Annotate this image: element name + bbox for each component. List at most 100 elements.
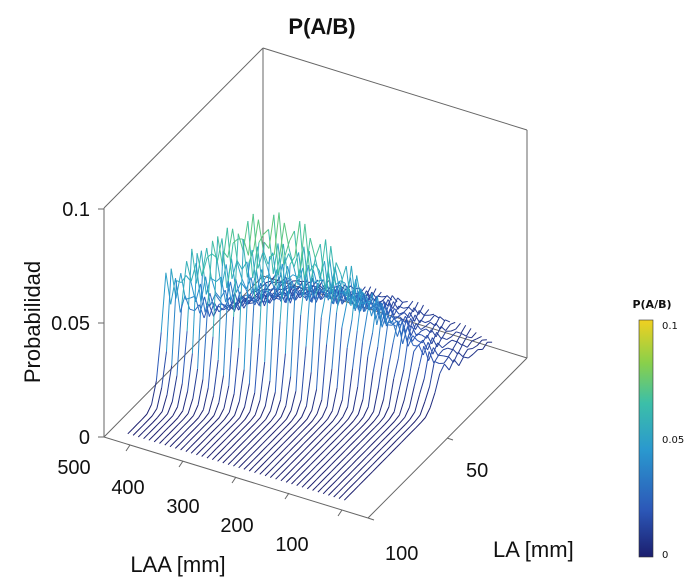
curve-segment [356,454,362,461]
curve-segment [264,256,270,362]
curve-segment [456,331,462,334]
curve-segment [291,422,298,428]
curve-segment [167,415,174,422]
curve-segment [331,466,337,472]
curve-segment [273,454,280,461]
curve-segment [221,238,228,288]
curve-segment [253,454,259,461]
curve-segment [217,250,224,360]
curve-segment [400,430,407,437]
curve-segment [320,462,327,469]
curve-segment [228,316,235,386]
curve-segment [340,449,346,456]
curve-segment [225,433,232,440]
curve-segment [158,425,164,431]
curve-segment [291,413,297,422]
curve-segment [248,249,255,263]
curve-segment [262,444,269,451]
curve-segment [273,448,279,454]
curve-segment [360,288,367,307]
curve-segment [308,433,314,440]
curve-segment [306,483,313,490]
curve-segment [370,288,377,299]
curve-segment [402,301,408,303]
curve-segment [269,254,275,258]
curve-segment [348,483,354,490]
curve-segment [185,297,191,300]
curve-segment [142,420,148,427]
curve-segment [214,423,221,430]
curve-segment [360,449,367,456]
curve-segment [277,436,283,443]
curve-segment [381,443,387,450]
curve-segment [319,449,326,456]
curve-segment [318,430,324,437]
curve-segment [329,446,336,453]
curve-segment [284,264,291,354]
curve-segment [178,425,185,432]
curve-segment [442,347,448,351]
curve-segment [394,414,400,422]
curve-segment [387,320,393,324]
curve-segment [471,332,477,339]
curve-segment [403,306,409,309]
x-tick-label: 100 [275,534,308,556]
curve-segment [196,250,202,284]
curve-segment [271,269,278,285]
curve-segment [471,338,478,342]
curve-segment [376,454,383,461]
curve-segment [232,448,238,454]
curve-segment [208,395,214,414]
curve-segment [292,435,299,441]
curve-segment [289,230,295,241]
curve-segment [391,440,397,446]
curve-segment [190,448,197,454]
curve-segment [202,306,209,380]
curve-segment [161,394,168,412]
curve-segment [322,482,328,488]
curve-segment [214,293,221,302]
curve-segment [245,420,251,427]
curve-segment [365,286,372,297]
curve-segment [298,443,305,449]
curve-segment [151,380,157,405]
curve-segment [371,293,378,325]
curve-segment [476,339,483,346]
curve-segment [394,422,401,429]
curve-segment [328,490,334,496]
curve-segment [476,335,482,340]
curve-segment [253,219,259,250]
curve-segment [344,438,351,445]
curve-segment [326,464,332,470]
curve-segment [382,306,388,326]
curve-segment [428,351,435,364]
curve-segment [199,283,206,313]
curve-segment [299,456,306,462]
curve-segment [330,246,337,285]
curve-segment [216,449,223,456]
curve-segment [142,427,149,433]
curve-segment [361,456,367,462]
curve-segment [299,449,305,456]
curve-segment [236,436,242,443]
curve-segment [325,451,331,458]
curve-segment [350,453,357,459]
curve-segment [172,417,179,423]
curve-segment [183,427,190,433]
curve-segment [456,341,463,346]
curve-segment [348,420,354,427]
curve-segment [192,404,199,416]
curve-segment [405,425,411,432]
curve-segment [385,432,391,438]
curve-segment [313,441,320,448]
curve-segment [275,473,281,480]
curve-segment [280,405,287,418]
curve-segment [243,457,249,464]
curve-segment [200,250,207,295]
curve-segment [357,474,364,480]
curve-segment [226,446,233,453]
curve-segment [343,425,350,432]
curve-segment [207,336,214,389]
curve-segment [458,356,464,366]
